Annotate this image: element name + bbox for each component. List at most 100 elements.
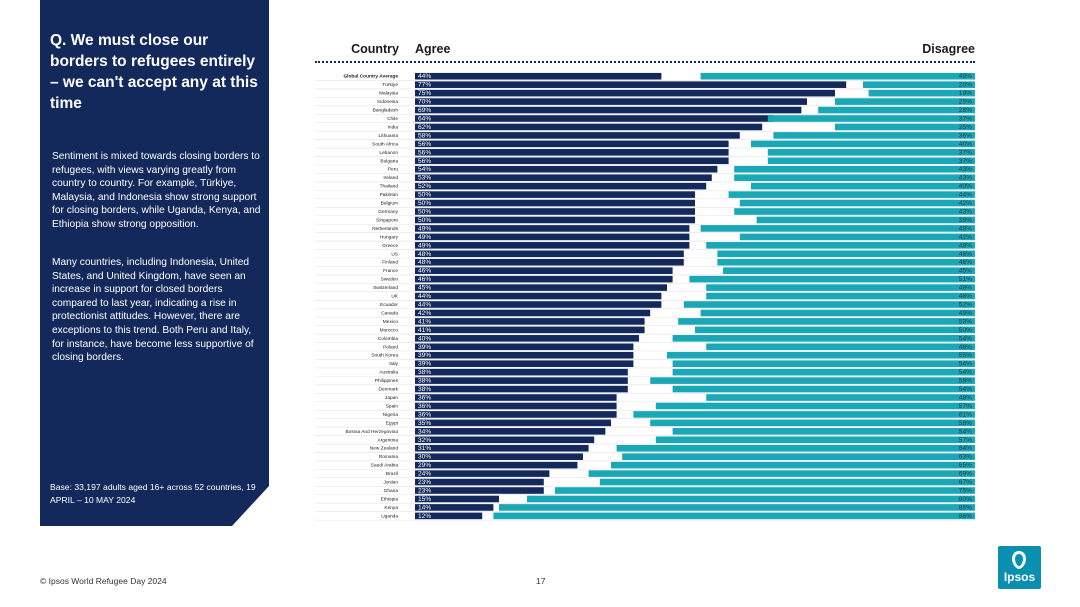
disagree-value-label: 53% <box>959 318 972 325</box>
disagree-value-label: 40% <box>959 183 972 190</box>
agree-bar <box>415 132 740 139</box>
agree-bar <box>415 436 595 444</box>
disagree-value-label: 42% <box>959 200 972 207</box>
disagree-bar <box>756 216 975 224</box>
disagree-bar <box>706 242 975 249</box>
agree-value-label: 49% <box>418 234 431 241</box>
country-label: South Africa <box>372 141 398 147</box>
disagree-value-label: 57% <box>959 403 972 410</box>
disagree-bar <box>622 453 975 460</box>
disagree-bar <box>717 258 975 266</box>
agree-value-label: 50% <box>418 217 431 224</box>
agree-value-label: 36% <box>418 411 431 418</box>
country-label: Sweden <box>381 277 399 283</box>
disagree-value-label: 42% <box>959 234 972 241</box>
country-label: Greece <box>382 243 398 249</box>
agree-value-label: 36% <box>418 394 431 401</box>
agree-value-label: 49% <box>418 225 431 232</box>
disagree-value-label: 37% <box>959 149 972 156</box>
agree-value-label: 38% <box>418 378 431 385</box>
disagree-value-label: 55% <box>959 352 972 359</box>
country-label: Singapore <box>376 217 398 223</box>
country-label: Pakistan <box>380 192 399 198</box>
agree-value-label: 38% <box>418 369 431 376</box>
disagree-value-label: 69% <box>959 471 972 478</box>
country-label: Malaysia <box>379 91 398 97</box>
country-label: New Zealand <box>370 446 399 452</box>
agree-value-label: 30% <box>418 454 431 461</box>
country-label: Kenya <box>384 505 398 511</box>
agree-bar <box>415 326 645 334</box>
agree-bar <box>415 191 695 198</box>
agree-bar <box>415 81 847 88</box>
agree-value-label: 50% <box>418 200 431 207</box>
country-label: Nigeria <box>383 412 399 418</box>
agree-bar <box>415 98 807 105</box>
country-label: South Korea <box>371 353 398 359</box>
disagree-value-label: 50% <box>959 327 972 334</box>
country-label: Uganda <box>381 513 398 519</box>
country-label: Indonesia <box>377 99 398 105</box>
agree-bar <box>415 284 667 291</box>
disagree-value-label: 65% <box>959 462 972 469</box>
disagree-bar <box>689 275 975 283</box>
agree-bar <box>415 275 673 283</box>
agree-value-label: 34% <box>418 428 431 435</box>
disagree-value-label: 54% <box>959 428 972 435</box>
disagree-bar <box>739 199 975 207</box>
disagree-value-label: 43% <box>959 166 972 173</box>
stacked-bar-chart: Global Country Average 44% 49% Türkiye 77% 20… <box>315 72 975 521</box>
disagree-bar <box>773 132 975 139</box>
country-label: Thailand <box>380 184 399 190</box>
base-note: Base: 33,197 adults aged 16+ across 52 c… <box>50 482 256 505</box>
agree-value-label: 52% <box>418 183 431 190</box>
agree-value-label: 56% <box>418 158 431 165</box>
disagree-bar <box>728 191 975 198</box>
country-label: Global Country Average <box>343 74 398 80</box>
disagree-bar <box>700 72 975 80</box>
agree-value-label: 44% <box>418 293 431 300</box>
disagree-value-label: 54% <box>959 369 972 376</box>
country-label: Belgium <box>381 201 398 207</box>
disagree-value-label: 48% <box>959 242 972 249</box>
country-label: Morocco <box>380 327 399 333</box>
agree-bar <box>415 453 583 460</box>
agree-bar <box>415 258 684 266</box>
disagree-value-label: 67% <box>959 479 972 486</box>
agree-value-label: 23% <box>418 479 431 486</box>
disagree-bar <box>706 343 975 351</box>
disagree-bar <box>655 436 975 444</box>
agree-value-label: 46% <box>418 268 431 275</box>
agree-value-label: 14% <box>418 504 431 511</box>
country-label: Colombia <box>378 336 399 342</box>
disagree-value-label: 49% <box>959 310 972 317</box>
country-label: Saudi Arabia <box>371 463 399 469</box>
question-title: Q. We must close our borders to refugees… <box>50 32 258 112</box>
agree-bar <box>415 301 662 308</box>
agree-value-label: 15% <box>418 496 431 503</box>
agree-value-label: 54% <box>418 166 431 173</box>
agree-value-label: 46% <box>418 276 431 283</box>
disagree-value-label: 43% <box>959 175 972 182</box>
agree-value-label: 12% <box>418 513 431 520</box>
disagree-bar <box>868 89 975 97</box>
disagree-bar <box>655 402 975 410</box>
agree-value-label: 56% <box>418 141 431 148</box>
disagree-bar <box>739 233 975 241</box>
agree-bar <box>415 411 617 418</box>
agree-bar <box>415 495 499 503</box>
country-label: Ireland <box>383 175 398 181</box>
country-label: Brazil <box>386 471 398 477</box>
agree-bar <box>415 208 695 215</box>
agree-bar <box>415 250 684 258</box>
agree-bar <box>415 360 634 367</box>
footer-source: © Ipsos World Refugee Day 2024 <box>40 576 167 586</box>
agree-value-label: 58% <box>418 132 431 139</box>
disagree-value-label: 58% <box>959 420 972 427</box>
agree-bar <box>415 351 634 359</box>
summary-paragraph-2: Many countries, including Indonesia, Uni… <box>52 257 254 364</box>
disagree-bar <box>527 495 975 503</box>
disagree-bar <box>678 318 975 325</box>
agree-bar <box>415 512 483 520</box>
disagree-bar <box>706 394 975 401</box>
